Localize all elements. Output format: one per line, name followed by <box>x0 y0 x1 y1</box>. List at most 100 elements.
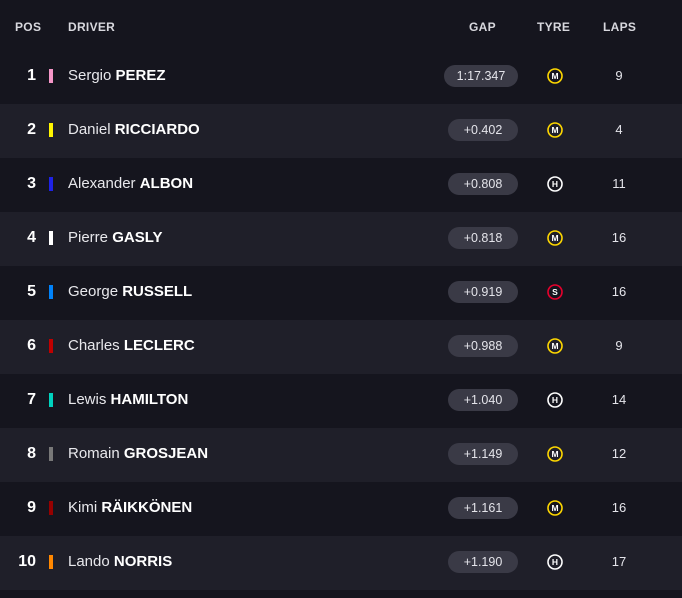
driver-first-name: Lewis <box>68 391 107 408</box>
table-row[interactable]: 7 Lewis HAMILTON +1.040 H 14 <box>0 374 682 428</box>
laps-count: 12 <box>611 446 627 461</box>
gap-badge: +0.402 <box>448 119 518 141</box>
driver-last-name: ALBON <box>139 175 194 192</box>
table-row[interactable]: 5 George RUSSELL +0.919 S 16 <box>0 266 682 320</box>
tyre-compound-icon: H <box>547 392 563 408</box>
position: 9 <box>27 499 36 516</box>
tyre-compound-icon: M <box>547 500 563 516</box>
tyre-compound-icon: M <box>547 338 563 354</box>
driver-first-name: Pierre <box>68 229 109 246</box>
gap-badge: +0.808 <box>448 173 518 195</box>
table-body: 1 Sergio PEREZ 1:17.347 M 9 2 Daniel RICCIARDO… <box>0 50 682 590</box>
driver-name[interactable]: Pierre GASLY <box>68 212 162 266</box>
driver-name[interactable]: Alexander ALBON <box>68 158 193 212</box>
header-laps: LAPS <box>603 20 637 34</box>
table-row[interactable]: 10 Lando NORRIS +1.190 H 17 <box>0 536 682 590</box>
position: 3 <box>27 175 36 192</box>
laps-count: 9 <box>615 68 623 83</box>
driver-name[interactable]: Daniel RICCIARDO <box>68 104 200 158</box>
driver-name[interactable]: George RUSSELL <box>68 266 192 320</box>
table-row[interactable]: 4 Pierre GASLY +0.818 M 16 <box>0 212 682 266</box>
gap-badge: +0.818 <box>448 227 518 249</box>
position: 8 <box>27 445 36 462</box>
position: 6 <box>27 337 36 354</box>
driver-last-name: PEREZ <box>115 67 166 84</box>
laps-count: 4 <box>615 122 623 137</box>
table-row[interactable]: 2 Daniel RICCIARDO +0.402 M 4 <box>0 104 682 158</box>
driver-name[interactable]: Sergio PEREZ <box>68 50 166 104</box>
team-color-bar <box>49 69 53 83</box>
tyre-compound-letter: M <box>551 341 558 351</box>
tyre-compound-icon: M <box>547 230 563 246</box>
gap-badge: +1.040 <box>448 389 518 411</box>
driver-last-name: RUSSELL <box>122 283 193 300</box>
team-color-bar <box>49 123 53 137</box>
table-row[interactable]: 1 Sergio PEREZ 1:17.347 M 9 <box>0 50 682 104</box>
laps-count: 14 <box>611 392 627 407</box>
tyre-compound-letter: H <box>552 395 558 405</box>
driver-last-name: HAMILTON <box>110 391 189 408</box>
tyre-compound-icon: M <box>547 446 563 462</box>
driver-name[interactable]: Lewis HAMILTON <box>68 374 188 428</box>
team-color-bar <box>49 177 53 191</box>
team-color-bar <box>49 393 53 407</box>
table-row[interactable]: 6 Charles LECLERC +0.988 M 9 <box>0 320 682 374</box>
driver-first-name: Lando <box>68 553 110 570</box>
driver-name[interactable]: Kimi RÄIKKÖNEN <box>68 482 192 536</box>
laps-count: 16 <box>611 284 627 299</box>
table-row[interactable]: 3 Alexander ALBON +0.808 H 11 <box>0 158 682 212</box>
tyre-compound-letter: H <box>552 557 558 567</box>
laps-count: 11 <box>612 176 626 191</box>
driver-last-name: NORRIS <box>113 553 173 570</box>
driver-name[interactable]: Romain GROSJEAN <box>68 428 208 482</box>
driver-last-name: RÄIKKÖNEN <box>101 499 193 516</box>
header-tyre: TYRE <box>537 20 571 34</box>
tyre-compound-letter: M <box>551 71 558 81</box>
position: 2 <box>27 121 36 138</box>
laps-count: 17 <box>611 554 627 569</box>
driver-last-name: GASLY <box>112 229 163 246</box>
driver-first-name: Alexander <box>68 175 136 192</box>
tyre-compound-letter: S <box>552 287 558 297</box>
team-color-bar <box>49 231 53 245</box>
table-header: POS DRIVER GAP TYRE LAPS <box>0 0 682 50</box>
tyre-compound-icon: H <box>547 554 563 570</box>
driver-last-name: LECLERC <box>123 337 195 354</box>
position: 1 <box>27 67 36 84</box>
position: 5 <box>27 283 36 300</box>
team-color-bar <box>49 555 53 569</box>
team-color-bar <box>49 447 53 461</box>
team-color-bar <box>49 501 53 515</box>
tyre-compound-icon: M <box>547 122 563 138</box>
tyre-compound-letter: M <box>551 449 558 459</box>
gap-badge: +1.149 <box>448 443 518 465</box>
table-row[interactable]: 9 Kimi RÄIKKÖNEN +1.161 M 16 <box>0 482 682 536</box>
team-color-bar <box>49 285 53 299</box>
tyre-compound-icon: S <box>547 284 563 300</box>
laps-count: 16 <box>611 500 627 515</box>
position: 7 <box>27 391 36 408</box>
gap-badge: 1:17.347 <box>444 65 518 87</box>
header-driver: DRIVER <box>68 20 116 34</box>
driver-name[interactable]: Charles LECLERC <box>68 320 195 374</box>
tyre-compound-letter: H <box>552 179 558 189</box>
driver-name[interactable]: Lando NORRIS <box>68 536 172 590</box>
tyre-compound-icon: M <box>547 68 563 84</box>
position: 4 <box>27 229 36 246</box>
header-pos: POS <box>15 20 42 34</box>
team-color-bar <box>49 339 53 353</box>
tyre-compound-letter: M <box>551 125 558 135</box>
driver-first-name: Romain <box>68 445 120 462</box>
gap-badge: +0.919 <box>448 281 518 303</box>
driver-first-name: Charles <box>68 337 120 354</box>
table-row[interactable]: 8 Romain GROSJEAN +1.149 M 12 <box>0 428 682 482</box>
gap-badge: +0.988 <box>448 335 518 357</box>
driver-last-name: RICCIARDO <box>114 121 200 138</box>
tyre-compound-letter: M <box>551 503 558 513</box>
driver-first-name: Kimi <box>68 499 98 516</box>
gap-badge: +1.190 <box>448 551 518 573</box>
tyre-compound-icon: H <box>547 176 563 192</box>
laps-count: 9 <box>615 338 623 353</box>
gap-badge: +1.161 <box>448 497 518 519</box>
